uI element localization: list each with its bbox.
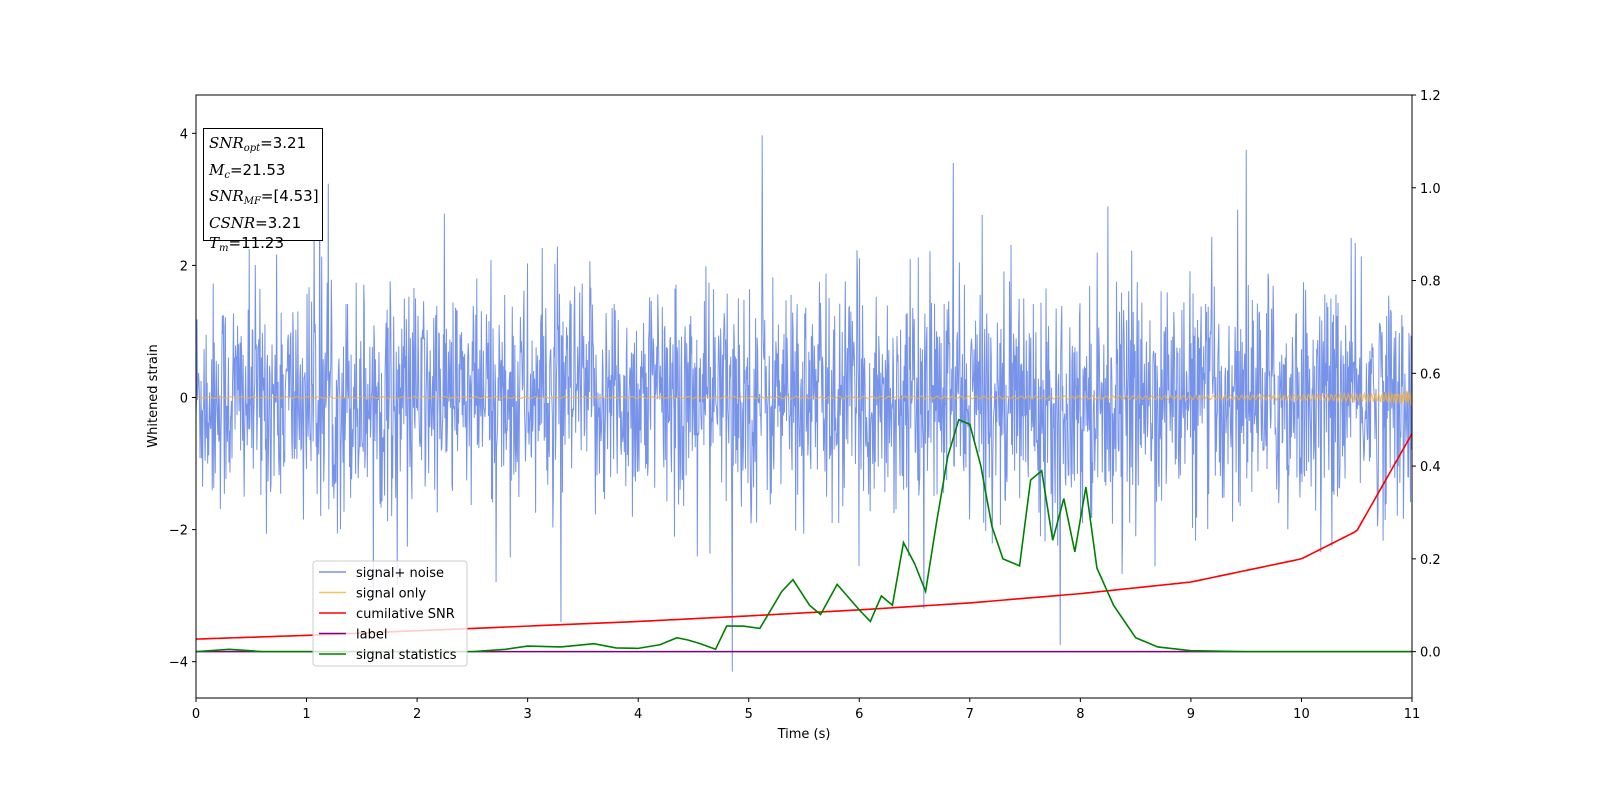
stat-csnr: CSNR=3.21 <box>209 213 302 232</box>
axes: 0 1 2 3 4 5 6 7 8 9 10 11 4 2 0 −2 −4 1.2 1.0 0.8 0.6 0.4 0.2 0… <box>169 89 1441 722</box>
stat-tm: Tm=11.23 <box>209 234 285 254</box>
stat-snr-mf: SNRMF=[4.53] <box>209 187 319 207</box>
y-tick-label: −2 <box>169 524 188 539</box>
y2-tick-label: 1.2 <box>1420 89 1441 104</box>
stat-snr-mf-value: =[4.53] <box>260 187 319 205</box>
x-tick-label: 3 <box>523 707 531 722</box>
legend-box <box>312 560 468 667</box>
x-tick-label: 10 <box>1293 707 1310 722</box>
stat-mc: Mc=21.53 <box>209 160 286 181</box>
x-tick-label: 8 <box>1076 707 1084 722</box>
legend-entry-label: label <box>356 628 387 643</box>
x-axis-label: Time (s) <box>777 727 831 742</box>
y2-tick-label: 0.0 <box>1420 646 1441 661</box>
x-tick-label: 5 <box>745 707 753 722</box>
y-tick-label: 0 <box>180 391 188 406</box>
y2-tick-label: 0.8 <box>1420 275 1441 290</box>
series-signal-statistics-line <box>196 418 1412 653</box>
stat-tm-value: =11.23 <box>228 234 285 252</box>
x-tick-label: 1 <box>302 707 310 722</box>
x-tick-label: 9 <box>1187 707 1195 722</box>
plot-frame <box>195 94 1413 699</box>
series-signal-only-line <box>196 390 1412 406</box>
legend-entry-label: signal statistics <box>356 648 457 663</box>
legend-entry-label: signal only <box>356 587 426 602</box>
legend: signal+ noise signal only cumilative SNR la… <box>312 560 468 667</box>
y2-tick-label: 0.4 <box>1420 460 1441 475</box>
y-tick-label: 4 <box>180 127 188 142</box>
legend-entry-label: signal+ noise <box>356 566 444 581</box>
y-tick-label: 2 <box>180 259 188 274</box>
x-tick-label: 6 <box>855 707 863 722</box>
stats-annotation-box: SNRopt=3.21 Mc=21.53 SNRMF=[4.53] CSNR=3… <box>203 128 323 254</box>
y2-tick-label: 0.2 <box>1420 553 1441 568</box>
x-tick-label: 11 <box>1404 707 1421 722</box>
x-tick-label: 4 <box>634 707 642 722</box>
stat-mc-value: =21.53 <box>229 160 286 179</box>
y2-tick-label: 1.0 <box>1420 182 1441 197</box>
stat-snr-opt-value: =3.21 <box>260 134 307 152</box>
stat-snr-opt: SNRopt=3.21 <box>209 134 307 154</box>
legend-entry-label: cumilative SNR <box>356 607 455 622</box>
series-signal-noise-line <box>196 135 1412 672</box>
x-tick-label: 0 <box>192 707 200 722</box>
x-tick-label: 7 <box>966 707 974 722</box>
y2-tick-label: 0.6 <box>1420 367 1441 382</box>
x-tick-label: 2 <box>413 707 421 722</box>
y-tick-label: −4 <box>169 656 188 671</box>
stat-csnr-value: =3.21 <box>255 213 302 232</box>
y-axis-label: Whitened strain <box>146 344 161 447</box>
